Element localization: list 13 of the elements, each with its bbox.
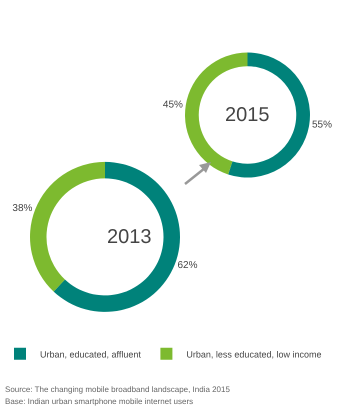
data-label: 38% [12,203,33,214]
text: 2013 [107,226,152,248]
data-label: 62% [177,260,198,271]
text: 2015 [225,104,270,126]
donut-slice [30,162,105,292]
legend-label: Urban, less educated, low income [186,349,322,360]
legend-label: Urban, educated, affluent [40,349,142,360]
data-label: 55% [312,119,332,130]
source-note: Source: The changing mobile broadband landscape, India 2015 [5,385,230,394]
data-label: 45% [162,100,184,111]
donut-slice [228,52,310,178]
donut-slice [54,162,180,312]
text: Base: Indian urban smartphone mobile internet users [5,397,194,406]
